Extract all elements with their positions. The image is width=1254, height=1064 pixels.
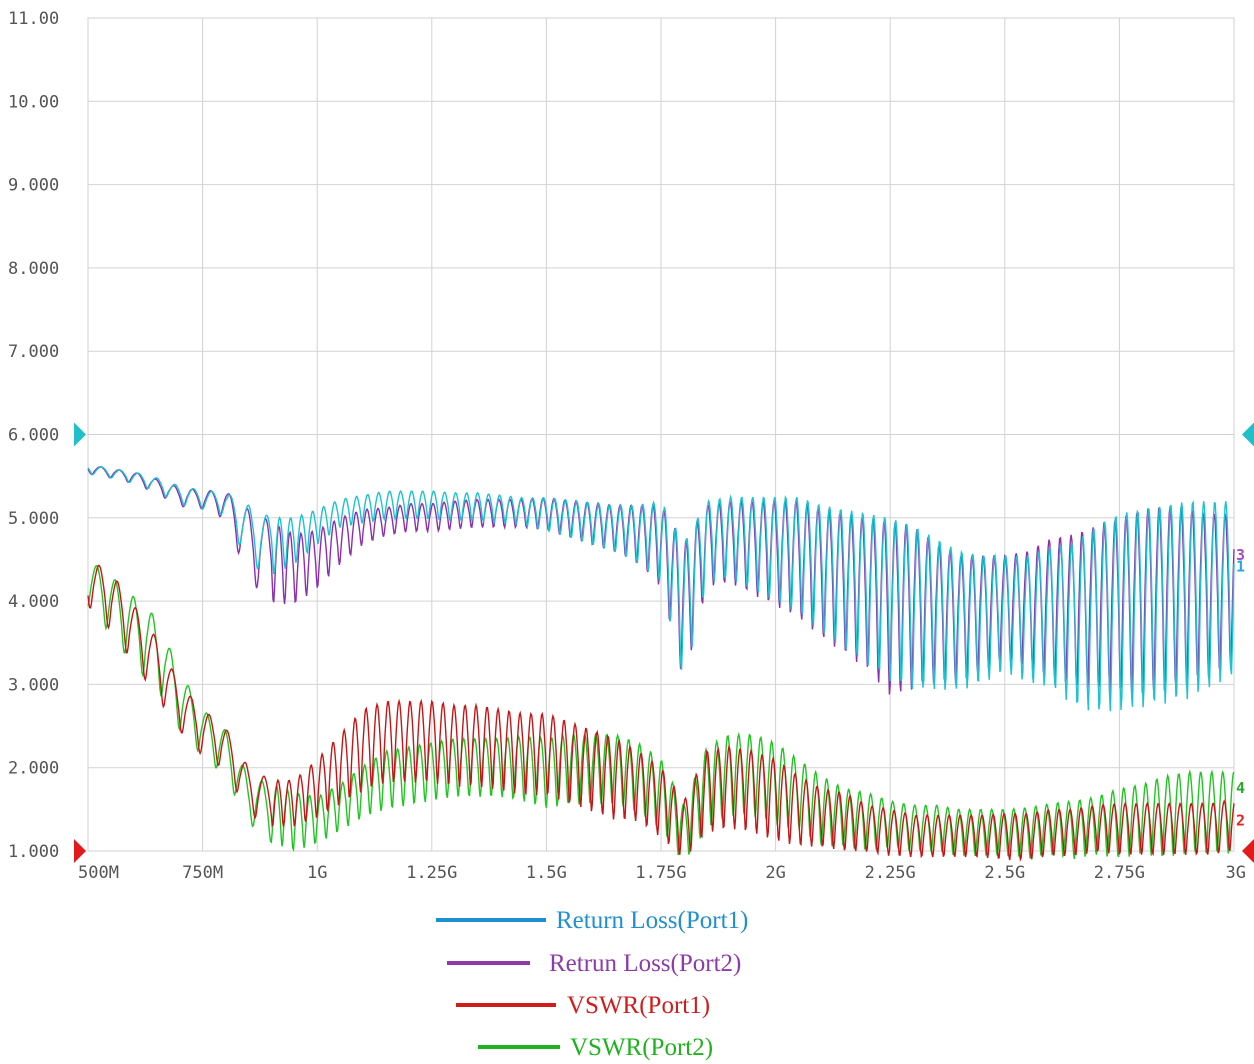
x-tick-label: 500M xyxy=(78,863,119,883)
x-tick-label: 2.25G xyxy=(865,863,916,883)
x-axis-ticks: 500M 750M 1G 1.25G 1.5G 1.75G 2G 2.25G 2.5G 2.75G… xyxy=(78,863,1246,883)
marker-layer xyxy=(74,422,1254,863)
series-end-label: 1 xyxy=(1236,558,1245,576)
y-tick-label: 7.000 xyxy=(8,342,59,362)
reference-marker-left xyxy=(74,422,86,447)
y-axis-ticks: 11.00 10.00 9.000 8.000 7.000 6.000 5.000 4.000… xyxy=(8,9,59,862)
legend-item: VSWR(Port1) xyxy=(456,992,710,1019)
series-end-label: 2 xyxy=(1236,812,1245,830)
legend-label: Return Loss(Port1) xyxy=(556,907,748,934)
legend-label: VSWR(Port1) xyxy=(567,992,710,1019)
grid-layer xyxy=(87,17,1235,852)
reference-marker-right xyxy=(1242,422,1254,447)
x-tick-label: 1G xyxy=(307,863,327,883)
legend-item: VSWR(Port2) xyxy=(478,1034,713,1061)
y-tick-label: 1.000 xyxy=(8,842,59,862)
series-line-4 xyxy=(87,565,1235,860)
x-tick-label: 750M xyxy=(182,863,223,883)
x-tick-label: 1.5G xyxy=(526,863,567,883)
y-tick-label: 4.000 xyxy=(8,592,59,612)
legend-item: Retrun Loss(Port2) xyxy=(447,950,741,977)
x-tick-label: 1.25G xyxy=(406,863,457,883)
y-tick-label: 10.00 xyxy=(8,92,59,112)
y-tick-label: 8.000 xyxy=(8,259,59,279)
x-tick-label: 1.75G xyxy=(635,863,686,883)
series-end-label: 3 xyxy=(1236,546,1245,564)
x-tick-label: 2.5G xyxy=(984,863,1025,883)
x-tick-label: 3G xyxy=(1226,863,1246,883)
legend: Return Loss(Port1) Retrun Loss(Port2) VSWR… xyxy=(436,907,748,1061)
y-tick-label: 9.000 xyxy=(8,176,59,196)
y-tick-label: 11.00 xyxy=(8,9,59,29)
legend-item: Return Loss(Port1) xyxy=(436,907,748,934)
x-tick-label: 2.75G xyxy=(1094,863,1145,883)
legend-label: Retrun Loss(Port2) xyxy=(549,950,741,977)
legend-label: VSWR(Port2) xyxy=(570,1034,713,1061)
x-tick-label: 2G xyxy=(765,863,785,883)
y-tick-label: 2.000 xyxy=(8,759,59,779)
series-line-3 xyxy=(87,564,1235,862)
series-layer: 31 4 2 xyxy=(87,466,1245,862)
series-line-1 xyxy=(87,466,1235,712)
reference-marker-right xyxy=(1242,839,1254,863)
y-tick-label: 5.000 xyxy=(8,509,59,529)
series-end-label: 4 xyxy=(1236,779,1245,797)
reference-marker-left xyxy=(74,839,86,863)
y-tick-label: 6.000 xyxy=(8,426,59,446)
y-tick-label: 3.000 xyxy=(8,675,59,695)
